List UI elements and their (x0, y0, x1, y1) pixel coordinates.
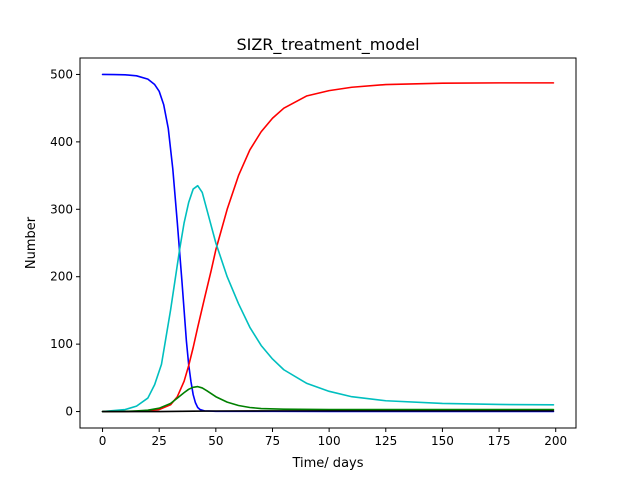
x-tick-label: 0 (99, 434, 107, 448)
y-tick-label: 100 (50, 337, 73, 351)
series-line-4 (101, 385, 555, 413)
y-tick-label: 400 (50, 135, 73, 149)
x-tick-label: 25 (152, 434, 167, 448)
x-tick-label: 150 (431, 434, 454, 448)
series-line-5 (101, 410, 555, 413)
x-tick-label: 100 (318, 434, 341, 448)
x-tick-label: 200 (544, 434, 567, 448)
x-tick-label: 50 (208, 434, 223, 448)
x-tick-label: 75 (265, 434, 280, 448)
ticks-layer: 0 25 50 75 100 125 150 175 200 0 100 200 300 400 500 (50, 67, 567, 448)
plot-area (80, 58, 576, 428)
y-tick-label: 500 (50, 67, 73, 81)
y-tick-label: 300 (50, 202, 73, 216)
series-line-3 (101, 184, 555, 413)
chart-title: SIZR_treatment_model (236, 35, 419, 55)
y-tick-label: 200 (50, 270, 73, 284)
y-tick-label: 0 (65, 405, 73, 419)
y-axis-label: Number (24, 216, 39, 269)
series-layer (101, 73, 555, 413)
x-tick-label: 175 (488, 434, 511, 448)
x-tick-label: 125 (374, 434, 397, 448)
plot-frame (79, 57, 577, 429)
x-axis-label: Time/ days (291, 456, 363, 471)
